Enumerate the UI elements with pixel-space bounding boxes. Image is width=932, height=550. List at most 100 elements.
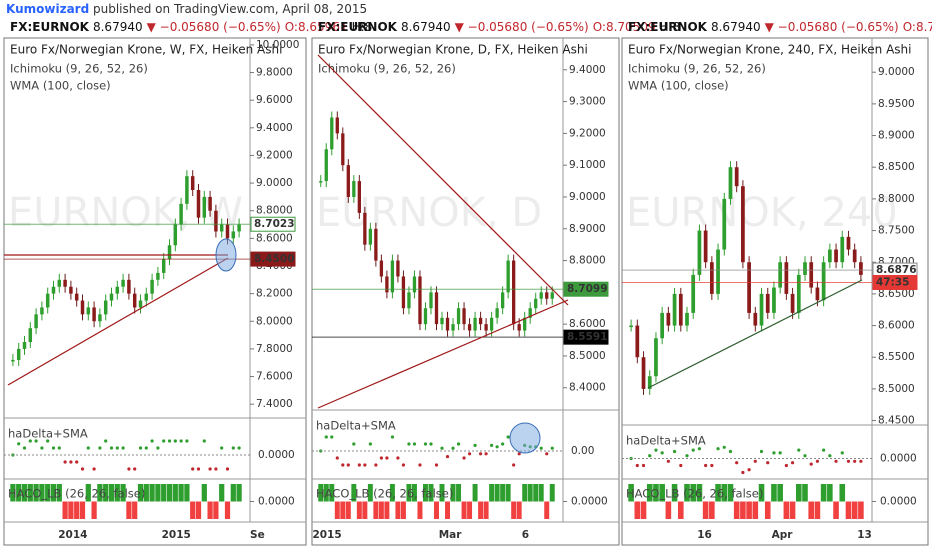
candle-body [741,186,745,263]
candle-body [319,181,323,183]
candle-body [545,292,549,299]
watermark: EURNOK, 240 [626,190,898,236]
symbol-line: FX:EURNOK 8.67940 ▼ −0.05680 (−0.65%) O:8.7… [628,20,932,34]
hadelta-point [704,463,708,468]
candle-body [202,196,207,218]
candle-body [330,117,334,150]
candle-body [506,260,510,293]
haco-bar [771,484,777,502]
haco-bar [411,484,417,502]
y-tick-label: 7.8000 [256,343,293,355]
haco-bar [777,484,783,502]
candle-body [765,293,770,313]
haco-bar [45,484,51,502]
hadelta-point [379,456,383,460]
haco-bar [428,484,434,502]
haco-bar [74,501,80,519]
candle-body [156,272,160,280]
haco-bar [161,484,167,502]
haco-bar [16,484,22,502]
haco-bar [789,501,796,519]
hadelta-point [716,447,720,451]
price-label-box [250,251,296,267]
candle-body [451,324,455,331]
hadelta-point [196,467,201,471]
hadelta-point [641,463,646,468]
haco-bar [395,501,401,519]
hadelta-point [86,446,90,450]
candle-body [357,181,361,213]
candle-body [703,230,708,263]
hadelta-point [434,463,439,467]
candle-body [144,293,149,301]
candle-body [678,293,683,326]
y-tick-label: 9.0000 [878,66,915,78]
hadelta-point [28,439,32,443]
y-tick-label: 8.6500 [878,288,915,300]
x-tick-label: 16 [697,529,712,541]
y-tick-label: 8.9500 [878,98,915,110]
haco-bar [671,484,678,502]
y-tick-label: 9.3000 [569,96,606,108]
hadelta-point [57,446,61,450]
hadelta-point [225,467,230,471]
haco-bar [62,501,68,519]
haco-bar [758,484,765,502]
haco-bar [659,484,665,502]
hadelta-point [685,454,689,458]
hadelta-point [840,451,844,455]
candle-body [150,279,154,294]
hadelta-point [484,452,488,456]
indicator-label: WMA (100, close) [10,79,111,93]
candle-body [28,328,33,342]
y-tick-label: 9.4000 [569,64,606,76]
candle-body [16,348,21,360]
haco-bar [833,501,839,519]
haco-bar [400,501,406,519]
y-tick-label: 9.0000 [256,177,293,189]
header-open: O:8.65961 [285,20,348,34]
header-last: 8.67940 [711,20,761,34]
haco-bar [511,501,517,519]
candle-body [231,231,236,239]
haco-bar [172,484,178,502]
haco-bar [213,501,219,519]
candle-body [57,279,62,287]
haco-bar [544,501,550,519]
haco-bar [494,484,500,502]
candle-body [809,262,814,288]
candle-body [722,198,727,250]
haco-bar [378,501,384,519]
haco-bar [634,501,641,519]
hadelta-point [352,442,356,446]
hadelta-point [539,446,543,450]
hadelta-point [214,467,218,471]
hadelta-point [784,463,788,468]
hadelta-point [735,461,739,465]
header-last: 8.67940 [401,20,451,34]
hadelta-point [208,467,212,471]
haco-bar [79,501,86,519]
candle-body [115,286,120,294]
y-tick-label: 8.2000 [256,288,293,300]
haco-bar [653,484,659,502]
candle-body [478,317,483,325]
symbol-line: FX:EURNOK 8.67940 ▼ −0.05680 (−0.65%) O:8.7… [318,20,680,34]
haco-bar [439,484,445,502]
hadelta-point [766,461,770,465]
hadelta-point [772,451,776,455]
hadelta-point [63,460,67,464]
trendline [317,54,569,306]
candle-body [11,359,15,362]
hadelta-point [859,459,863,463]
header-change: ▼ −0.05680 (−0.65%) [147,20,281,34]
haco-bar [702,501,709,519]
hadelta-point [34,439,38,443]
candle-body [138,300,143,308]
haco-bar [795,484,802,502]
candle-body [167,245,172,260]
haco-bar [367,484,373,502]
hadelta-point [666,459,670,463]
hadelta-point [710,463,714,468]
hadelta-point [185,439,189,443]
